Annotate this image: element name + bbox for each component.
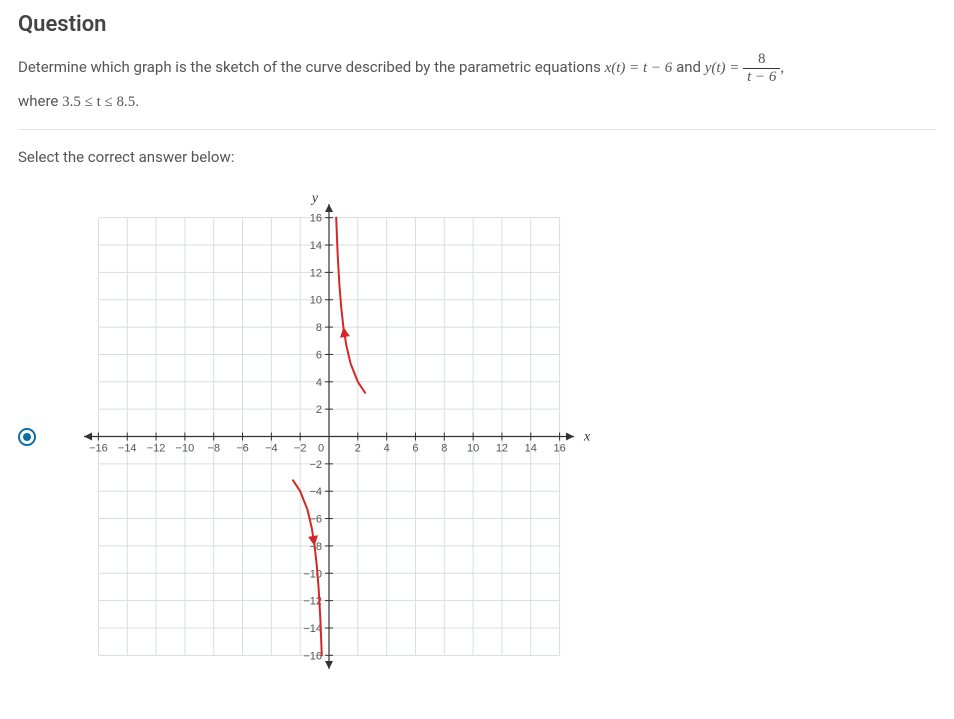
x-axis-label: x: [583, 430, 591, 445]
y-axis-label: y: [310, 191, 319, 206]
prompt-comma: ,: [780, 60, 784, 76]
eq-yt-frac: 8 t − 6: [743, 51, 780, 85]
radio-selected-dot: [23, 433, 31, 441]
svg-text:0: 0: [318, 443, 324, 455]
svg-text:12: 12: [496, 443, 508, 455]
svg-text:−10: −10: [176, 443, 195, 455]
svg-text:12: 12: [310, 267, 322, 279]
frac-den: t − 6: [743, 69, 780, 86]
svg-text:10: 10: [310, 295, 322, 307]
svg-text:−16: −16: [89, 443, 108, 455]
svg-text:14: 14: [525, 443, 537, 455]
question-prompt: Determine which graph is the sketch of t…: [18, 51, 936, 119]
svg-text:−12: −12: [147, 443, 166, 455]
svg-text:−14: −14: [303, 623, 322, 635]
prompt-text-1: Determine which graph is the sketch of t…: [18, 58, 605, 76]
frac-num: 8: [743, 51, 780, 69]
separator: [18, 129, 936, 130]
graph: −16 −14 −12 −10 −8 −6 −4 −2 0 2 4 6 8 10 12 14 16 2 4 6 8 10 1…: [54, 184, 614, 689]
svg-text:2: 2: [355, 443, 361, 455]
svg-text:8: 8: [316, 322, 322, 334]
svg-text:−14: −14: [118, 443, 137, 455]
question-heading: Question: [18, 12, 936, 37]
svg-text:6: 6: [316, 349, 322, 361]
svg-text:−2: −2: [294, 443, 307, 455]
svg-text:16: 16: [310, 213, 322, 225]
radio-button[interactable]: [18, 428, 36, 446]
eq-xt: x(t) = t − 6: [605, 60, 676, 76]
svg-text:16: 16: [553, 443, 565, 455]
svg-text:−4: −4: [265, 443, 278, 455]
svg-text:8: 8: [441, 443, 447, 455]
answer-option[interactable]: −16 −14 −12 −10 −8 −6 −4 −2 0 2 4 6 8 10 12 14 16 2 4 6 8 10 1…: [18, 184, 936, 689]
svg-text:14: 14: [310, 240, 322, 252]
prompt-text-3: where: [18, 92, 62, 110]
svg-text:4: 4: [316, 377, 322, 389]
svg-text:4: 4: [384, 443, 390, 455]
svg-text:6: 6: [412, 443, 418, 455]
svg-text:−2: −2: [309, 459, 322, 471]
svg-text:−8: −8: [207, 443, 220, 455]
svg-text:−10: −10: [303, 568, 322, 580]
prompt-text-2: and: [676, 58, 705, 76]
instruction-text: Select the correct answer below:: [18, 148, 936, 166]
svg-text:−6: −6: [236, 443, 249, 455]
svg-text:−16: −16: [303, 650, 322, 662]
eq-yt-lhs: y(t) =: [705, 60, 743, 76]
svg-text:2: 2: [316, 404, 322, 416]
prompt-period: .: [135, 92, 139, 110]
domain-expr: 3.5 ≤ t ≤ 8.5: [62, 94, 135, 110]
svg-text:−4: −4: [309, 486, 322, 498]
svg-text:10: 10: [467, 443, 479, 455]
chart-svg: −16 −14 −12 −10 −8 −6 −4 −2 0 2 4 6 8 10 12 14 16 2 4 6 8 10 1…: [54, 184, 614, 689]
